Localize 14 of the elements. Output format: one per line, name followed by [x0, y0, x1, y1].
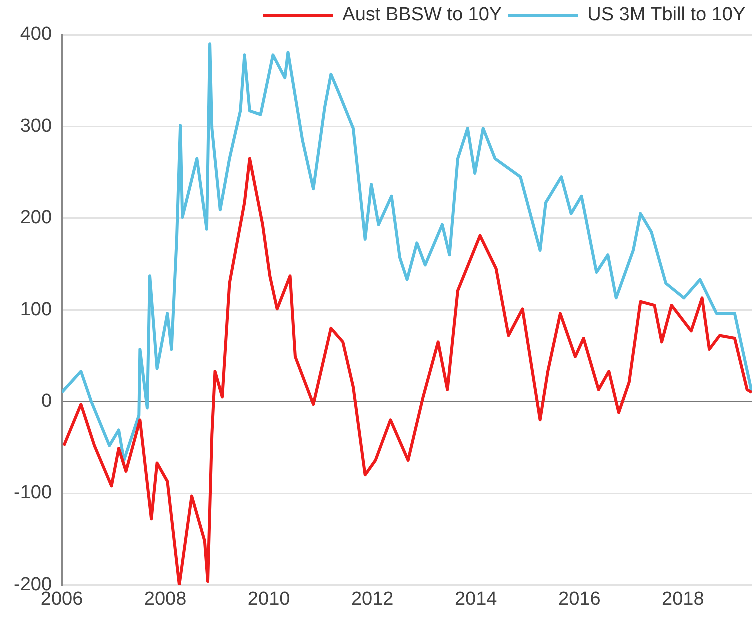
- legend-label: Aust BBSW to 10Y: [342, 4, 502, 26]
- x-tick-label: 2014: [454, 588, 498, 610]
- y-tick-label: 300: [20, 116, 52, 137]
- y-tick-label: -100: [14, 482, 52, 504]
- x-tick-label: 2008: [144, 588, 187, 610]
- x-tick-label: 2018: [662, 588, 704, 610]
- y-tick-label: 100: [20, 299, 52, 320]
- x-tick-label: 2016: [558, 588, 601, 610]
- x-tick-label: 2010: [248, 588, 290, 610]
- legend-label: US 3M Tbill to 10Y: [588, 4, 746, 26]
- y-tick-label: 400: [20, 24, 52, 46]
- x-tick-label: 2012: [351, 588, 394, 610]
- y-tick-label: 200: [20, 208, 52, 229]
- y-tick-label: 0: [41, 391, 52, 412]
